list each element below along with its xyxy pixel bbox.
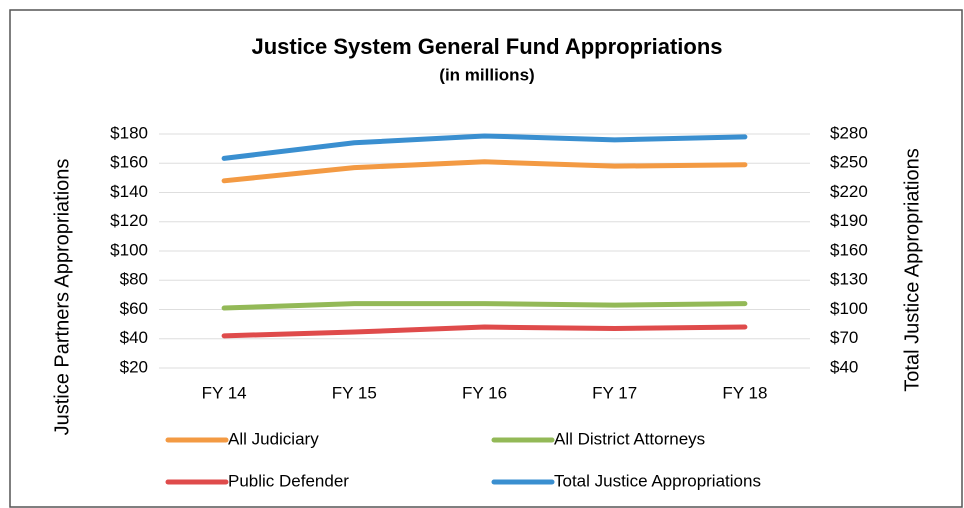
x-tick-label: FY 16 xyxy=(462,383,507,402)
y2-tick-label: $280 xyxy=(830,123,868,142)
y2-tick-label: $130 xyxy=(830,270,868,289)
y-axis-label: Justice Partners Appropriations xyxy=(51,159,73,436)
legend-label: All Judiciary xyxy=(228,429,319,448)
chart-title: Justice System General Fund Appropriatio… xyxy=(251,34,722,59)
series-line xyxy=(221,324,748,339)
chart-subtitle: (in millions) xyxy=(439,65,534,84)
y-tick-label: $40 xyxy=(120,328,148,347)
y-tick-label: $60 xyxy=(120,299,148,318)
y-tick-label: $100 xyxy=(110,240,148,259)
y2-tick-label: $100 xyxy=(830,299,868,318)
x-tick-label: FY 15 xyxy=(332,383,377,402)
chart-border xyxy=(9,9,963,508)
x-tick-label: FY 14 xyxy=(202,383,247,402)
legend-label: Public Defender xyxy=(228,471,349,490)
y-tick-label: $20 xyxy=(120,357,148,376)
y-tick-label: $140 xyxy=(110,182,148,201)
y2-tick-label: $250 xyxy=(830,153,868,172)
y-tick-label: $80 xyxy=(120,270,148,289)
x-tick-label: FY 18 xyxy=(722,383,767,402)
y2-tick-label: $160 xyxy=(830,240,868,259)
legend-label: Total Justice Appropriations xyxy=(554,471,761,490)
y-tick-label: $160 xyxy=(110,153,148,172)
legend-label: All District Attorneys xyxy=(554,429,705,448)
y2-axis-label: Total Justice Appropriations xyxy=(901,148,923,391)
series-line xyxy=(221,301,748,311)
y2-tick-label: $220 xyxy=(830,182,868,201)
y-tick-label: $180 xyxy=(110,123,148,142)
x-tick-label: FY 17 xyxy=(592,383,637,402)
series-line xyxy=(221,133,748,161)
y2-tick-label: $70 xyxy=(830,328,858,347)
series-line xyxy=(221,159,748,184)
y-tick-label: $120 xyxy=(110,211,148,230)
y2-tick-label: $190 xyxy=(830,211,868,230)
y2-tick-label: $40 xyxy=(830,357,858,376)
